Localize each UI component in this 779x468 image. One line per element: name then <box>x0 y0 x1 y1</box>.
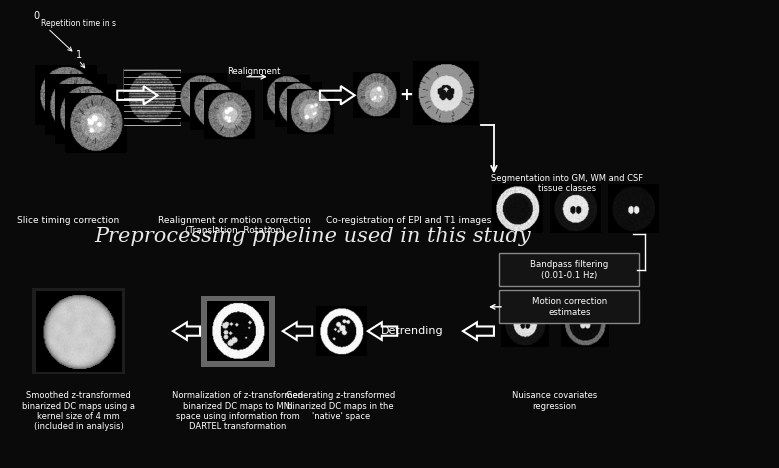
Text: Bandpass filtering
(0.01-0.1 Hz): Bandpass filtering (0.01-0.1 Hz) <box>530 260 608 279</box>
FancyBboxPatch shape <box>32 288 125 374</box>
Text: Nuisance covariates
regression: Nuisance covariates regression <box>512 391 597 410</box>
Text: Normalization of z-transformed
binarized DC maps to MNI
space using information : Normalization of z-transformed binarized… <box>172 391 304 431</box>
Text: Segmentation into GM, WM and CSF
tissue classes: Segmentation into GM, WM and CSF tissue … <box>492 174 643 193</box>
FancyBboxPatch shape <box>201 296 275 367</box>
Text: Generating z-transformed
binarized DC maps in the
'native' space: Generating z-transformed binarized DC ma… <box>286 391 396 421</box>
Text: +: + <box>400 86 414 104</box>
Text: 0: 0 <box>33 11 40 21</box>
Text: Smoothed z-transformed
binarized DC maps using a
kernel size of 4 mm
(included i: Smoothed z-transformed binarized DC maps… <box>22 391 135 431</box>
Text: 1: 1 <box>76 50 83 60</box>
Text: Preprocessing pipeline used in this study: Preprocessing pipeline used in this stud… <box>93 227 530 246</box>
Text: Realignment or motion correction
(Translation, Rotation): Realignment or motion correction (Transl… <box>158 215 312 235</box>
Text: Repetition time in s: Repetition time in s <box>41 19 116 28</box>
Text: Slice timing correction: Slice timing correction <box>17 215 120 225</box>
FancyBboxPatch shape <box>122 69 182 126</box>
Text: Detrending: Detrending <box>381 326 444 336</box>
Text: Realignment: Realignment <box>227 67 281 76</box>
Text: Co-registration of EPI and T1 images: Co-registration of EPI and T1 images <box>326 215 492 225</box>
FancyBboxPatch shape <box>499 254 640 286</box>
Text: Motion correction
estimates: Motion correction estimates <box>532 297 607 316</box>
FancyBboxPatch shape <box>499 291 640 323</box>
